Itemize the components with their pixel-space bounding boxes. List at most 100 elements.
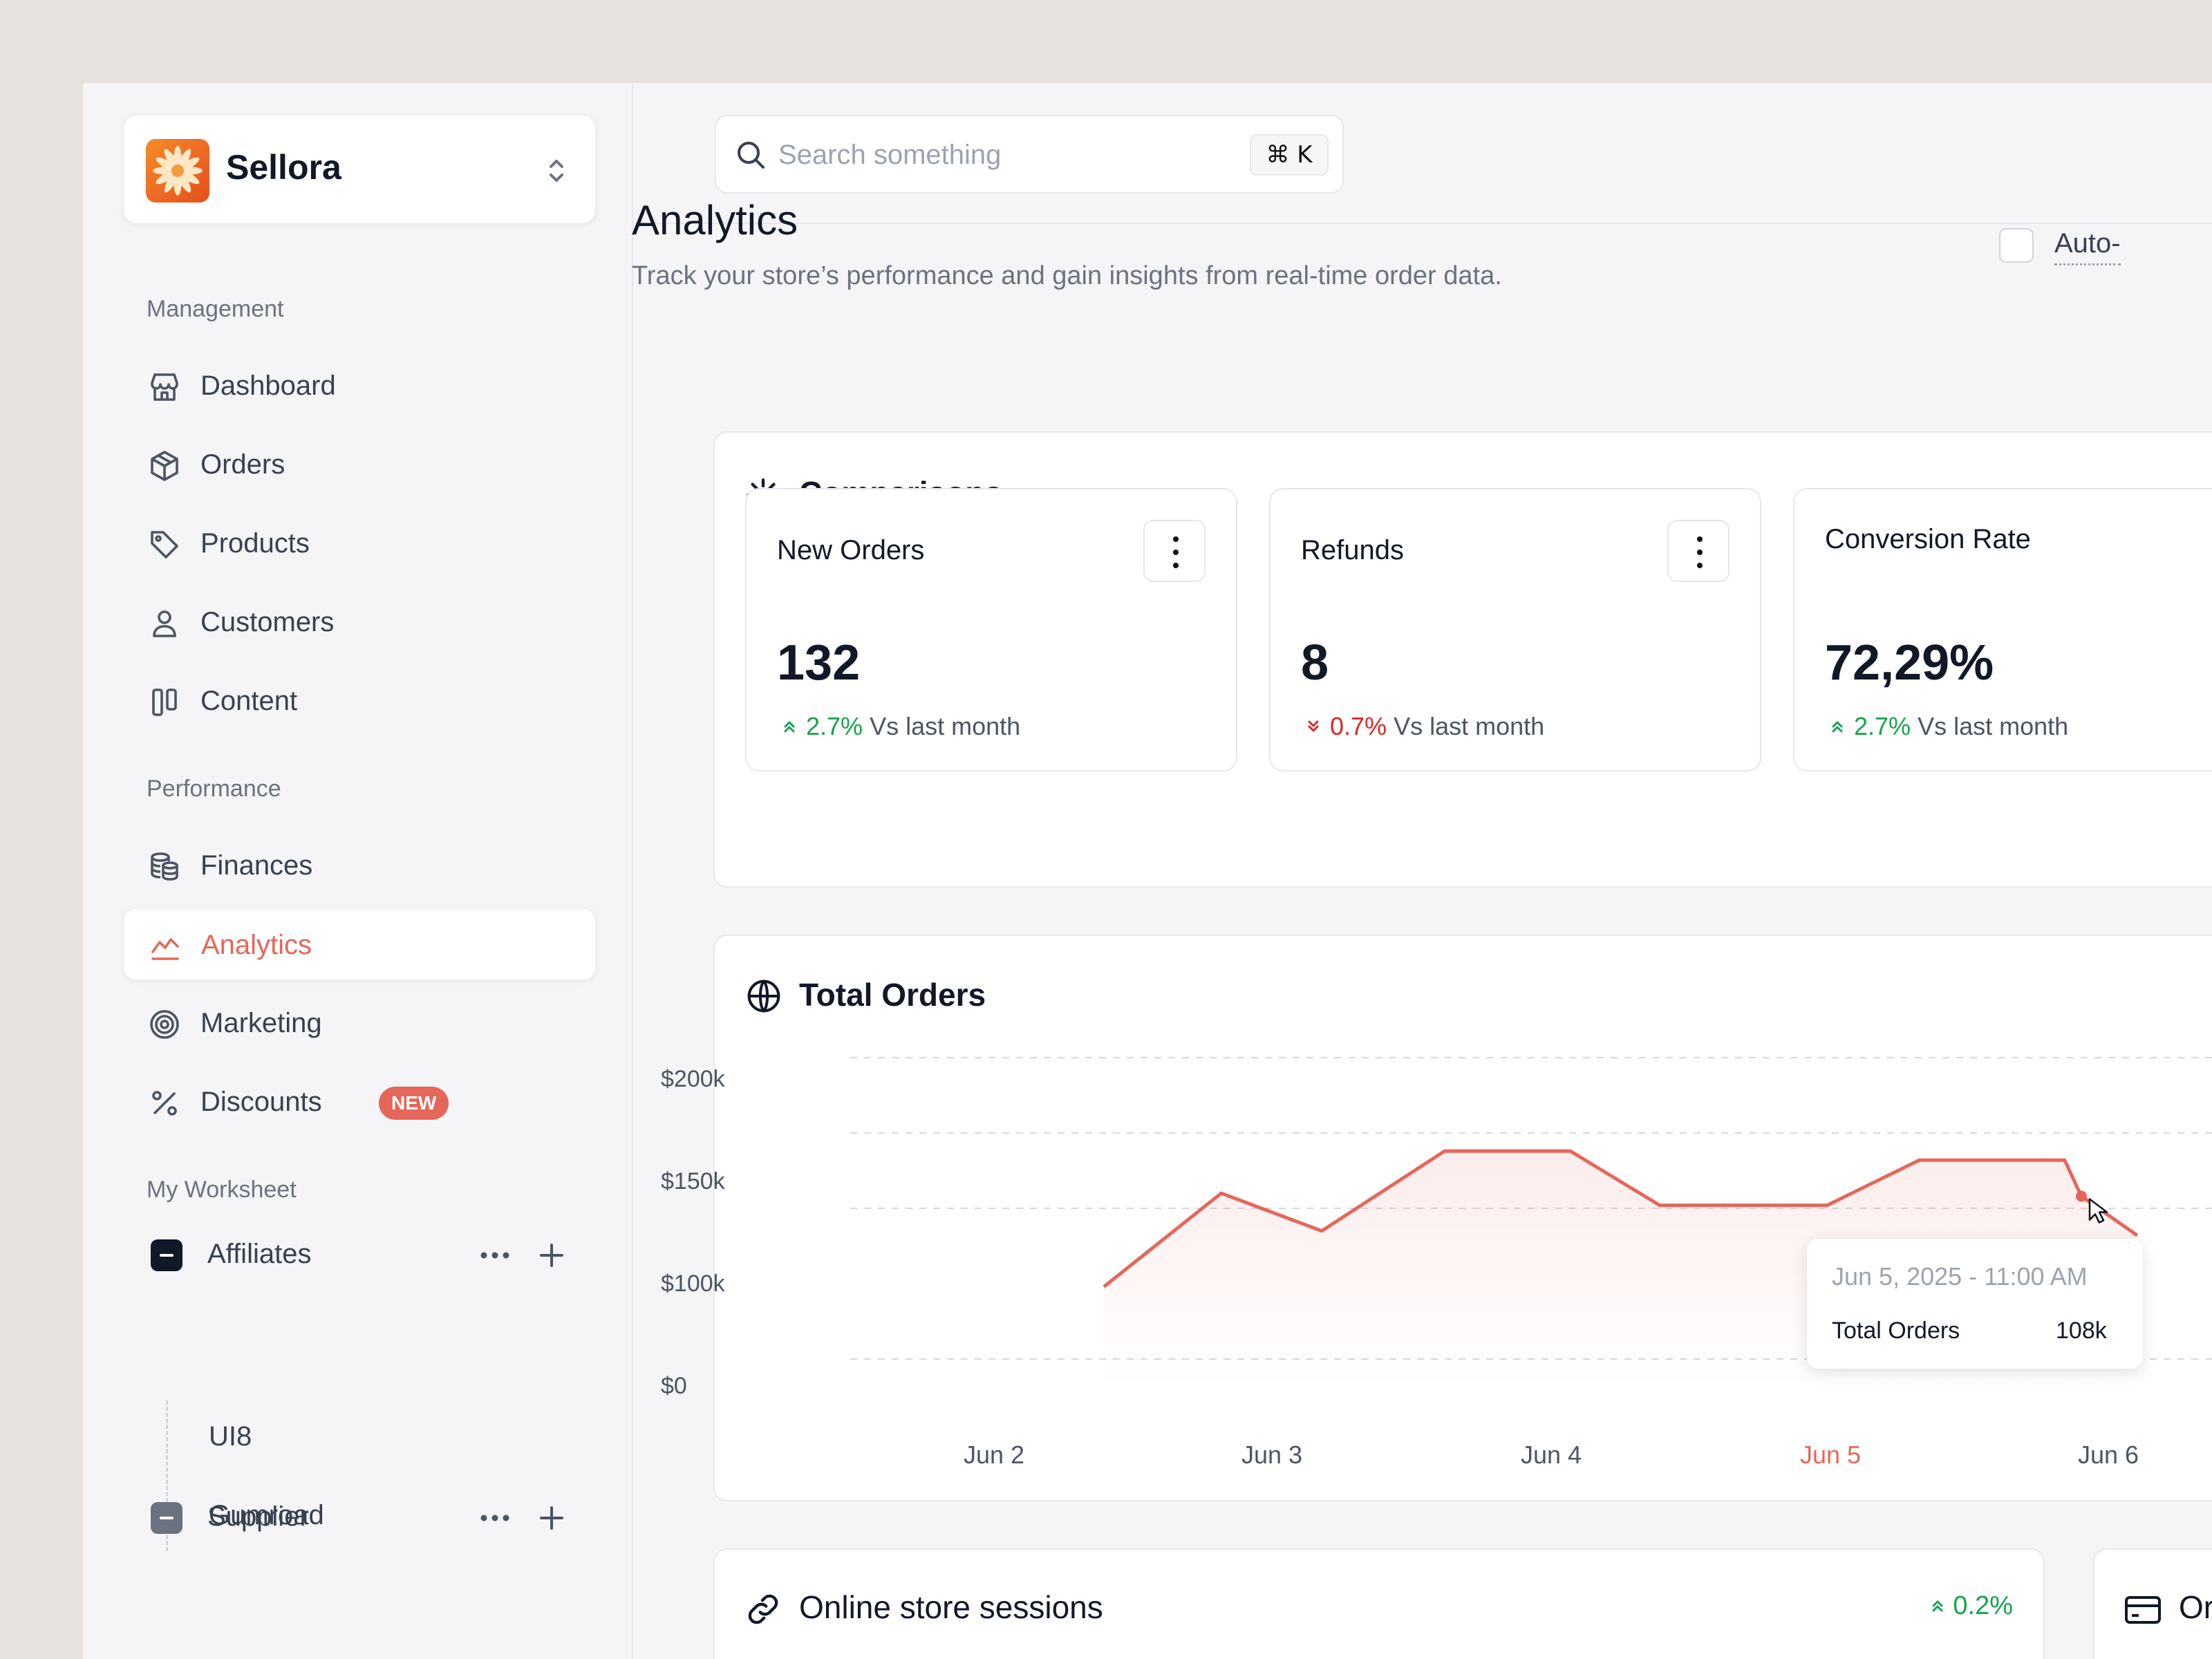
x-tick-label: Jun 2: [964, 1441, 1025, 1469]
y-tick-label: $150k: [661, 1168, 725, 1194]
delta-percent: 2.7%: [1854, 712, 1911, 740]
sidebar-item-label: Marketing: [200, 1008, 322, 1038]
sidebar-item-finances[interactable]: Finances: [123, 830, 596, 901]
sessions-delta: 0.2%: [1929, 1591, 2013, 1621]
store-icon: [151, 373, 178, 401]
sidebar: Sellora Management Dashboard Orders Prod…: [83, 83, 633, 1659]
stat-delta: 2.7% Vs last month: [1829, 712, 2068, 741]
sidebar-item-marketing[interactable]: Marketing: [123, 987, 596, 1059]
sidebar-item-orders[interactable]: Orders: [123, 429, 596, 500]
sidebar-item-label: Finances: [200, 850, 313, 881]
stat-name: Refunds: [1301, 535, 1404, 565]
stat-delta: 2.7% Vs last month: [781, 712, 1020, 741]
globe-icon: [747, 979, 780, 1013]
worksheet-child-gumroad[interactable]: Gumroad: [209, 1500, 324, 1530]
search-input[interactable]: Search something ⌘ K: [715, 115, 1344, 194]
chart-line: [1103, 1149, 2139, 1288]
stat-value: 132: [777, 635, 861, 691]
x-tick-label: Jun 4: [1521, 1441, 1582, 1469]
card-title: Total Orders: [799, 977, 986, 1013]
chart-line-icon: [151, 938, 179, 960]
chevrons-down-icon: [1308, 720, 1319, 732]
link-icon: [748, 1594, 778, 1624]
sidebar-item-label: Content: [200, 686, 298, 716]
tooltip-label: Total Orders: [1832, 1318, 1960, 1344]
section-label-management: Management: [147, 296, 284, 322]
more-vertical-icon[interactable]: [1143, 520, 1206, 582]
stat-name: Conversion Rate: [1825, 524, 2031, 554]
search-icon: [738, 142, 765, 169]
tooltip-date: Jun 5, 2025 - 11:00 AM: [1832, 1262, 2088, 1291]
delta-suffix: Vs last month: [1918, 712, 2069, 740]
delta-suffix: Vs last month: [1394, 712, 1545, 740]
sidebar-item-label: Dashboard: [200, 371, 336, 401]
new-badge: NEW: [379, 1087, 449, 1120]
credit-card-icon: [2125, 1596, 2161, 1624]
plus-icon[interactable]: [538, 1241, 565, 1269]
columns-icon: [152, 688, 177, 716]
delta-percent: 0.2%: [1953, 1591, 2013, 1620]
more-horizontal-icon[interactable]: [479, 1504, 511, 1532]
y-tick-label: $100k: [661, 1271, 725, 1297]
auto-refresh-checkbox[interactable]: [1999, 228, 2034, 263]
coins-icon: [151, 852, 178, 881]
stat-value: 8: [1301, 635, 1329, 691]
target-icon: [150, 1010, 179, 1039]
stat-card-refunds: Refunds 8 0.7% Vs last month: [1269, 488, 1761, 771]
sidebar-item-products[interactable]: Products: [123, 507, 596, 579]
tooltip-value: 108k: [2056, 1318, 2107, 1344]
topbar: Search something ⌘ K: [635, 83, 2212, 224]
worksheet-child-ui8[interactable]: UI8: [209, 1421, 252, 1452]
sidebar-item-dashboard[interactable]: Dashboard: [123, 350, 596, 422]
collapse-icon[interactable]: [151, 1239, 182, 1271]
page-subtitle: Track your store’s performance and gain …: [632, 261, 1502, 290]
auto-refresh-label[interactable]: Auto-: [2054, 228, 2121, 265]
more-horizontal-icon[interactable]: [479, 1241, 511, 1269]
sidebar-item-analytics[interactable]: Analytics: [123, 908, 596, 980]
plus-icon[interactable]: [538, 1504, 565, 1532]
sidebar-item-customers[interactable]: Customers: [123, 586, 596, 658]
stat-card-new-orders: New Orders 132 2.7% Vs last month: [745, 488, 1237, 771]
pointer-cursor-icon: [2088, 1198, 2108, 1224]
online-sessions-card: Online store sessions 0.2%: [713, 1548, 2045, 1659]
y-tick-label: $0: [661, 1373, 687, 1399]
card-title: Online store sessions: [799, 1589, 1103, 1625]
x-tick-label: Jun 6: [2078, 1441, 2139, 1469]
worksheet-affiliates[interactable]: Affiliates: [151, 1224, 596, 1286]
x-tick-label: Jun 3: [1241, 1441, 1303, 1469]
worksheet-supplier[interactable]: Supplier: [151, 1486, 596, 1548]
tree-guide: [166, 1400, 168, 1551]
package-icon: [151, 451, 178, 481]
sidebar-item-label: Discounts: [200, 1087, 322, 1117]
stat-name: New Orders: [777, 535, 925, 565]
percent-icon: [152, 1091, 177, 1116]
tag-icon: [151, 531, 178, 559]
sidebar-item-label: Customers: [200, 607, 335, 637]
x-tick-label-active: Jun 5: [1800, 1441, 1862, 1469]
hover-point[interactable]: [2076, 1190, 2087, 1202]
brand-name: Sellora: [226, 148, 341, 187]
search-placeholder: Search something: [778, 140, 1002, 170]
stat-value: 72,29%: [1825, 635, 1994, 691]
brand-logo: [146, 139, 209, 203]
sidebar-item-content[interactable]: Content: [123, 665, 596, 737]
worksheet-label: Supplier: [207, 1501, 309, 1532]
collapse-icon[interactable]: [151, 1502, 182, 1534]
section-label-performance: Performance: [147, 776, 281, 802]
section-label-worksheet: My Worksheet: [147, 1177, 297, 1203]
more-vertical-icon[interactable]: [1667, 520, 1730, 582]
delta-percent: 2.7%: [806, 712, 863, 740]
chevrons-up-icon: [784, 721, 795, 733]
sidebar-item-discounts[interactable]: Discounts NEW: [123, 1066, 596, 1138]
delta-percent: 0.7%: [1330, 712, 1387, 740]
card-title: Or: [2179, 1589, 2212, 1625]
chevrons-up-icon: [1932, 1600, 1943, 1612]
store-switcher[interactable]: Sellora: [123, 115, 596, 224]
orders-card-partial: Or: [2093, 1548, 2212, 1659]
stat-card-conversion-rate: Conversion Rate 72,29% 2.7% Vs last month: [1793, 488, 2212, 771]
chevrons-up-icon: [1832, 721, 1843, 733]
worksheet-label: Affiliates: [207, 1239, 312, 1269]
sidebar-item-label: Analytics: [201, 930, 312, 960]
stat-delta: 0.7% Vs last month: [1305, 712, 1544, 741]
sidebar-item-label: Products: [200, 528, 310, 559]
